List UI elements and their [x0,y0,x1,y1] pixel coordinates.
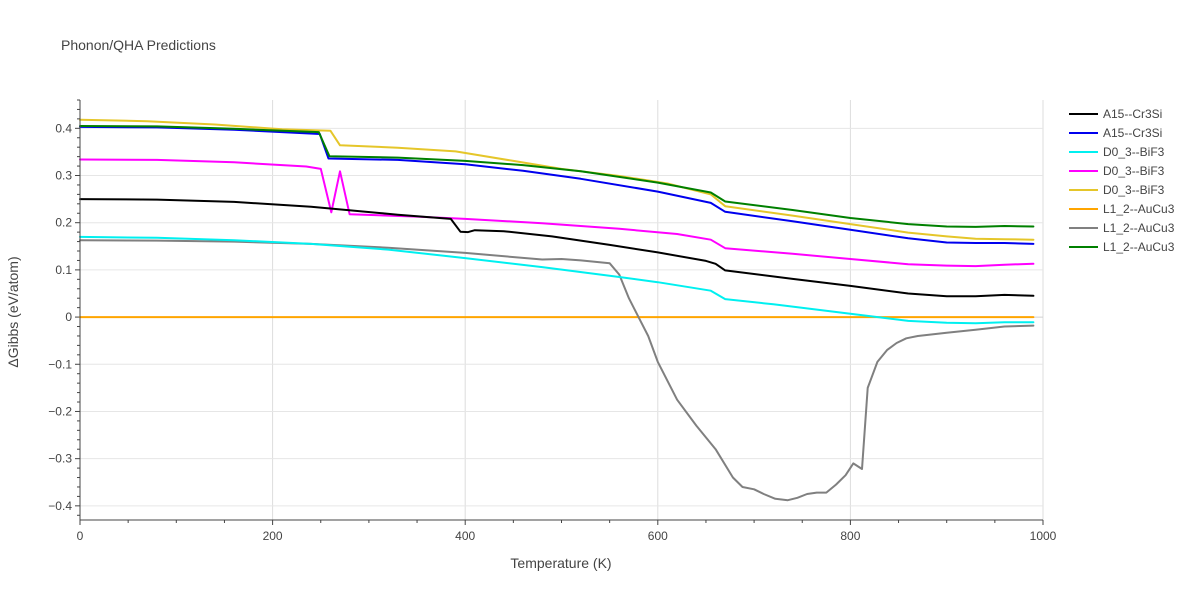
y-tick-label: −0.4 [48,499,72,513]
legend-label: L1_2--AuCu3 [1103,240,1175,254]
legend-item[interactable]: L1_2--AuCu3 [1069,240,1175,254]
series-line-6 [79,239,1035,502]
series-line-2 [79,235,1035,325]
legend-item[interactable]: L1_2--AuCu3 [1069,221,1175,235]
x-axis-label: Temperature (K) [510,555,611,571]
legend-label: A15--Cr3Si [1103,126,1162,140]
y-tick-label: 0.2 [55,216,72,230]
legend-label: D0_3--BiF3 [1103,183,1165,197]
y-axis-label: ΔGibbs (eV/atom) [5,256,21,367]
y-tick-label: −0.1 [48,357,72,371]
x-tick-label: 400 [455,529,475,543]
series-line-3 [79,158,1035,268]
x-tick-label: 200 [263,529,283,543]
axes [79,100,1043,521]
legend-label: A15--Cr3Si [1103,107,1162,121]
legend-item[interactable]: A15--Cr3Si [1069,126,1162,140]
legend-label: D0_3--BiF3 [1103,164,1165,178]
y-tick-labels: −0.4 −0.3 −0.2 −0.1 0 0.1 0.2 0.3 0.4 [48,121,72,513]
y-tick-label: −0.2 [48,404,72,418]
x-tick-labels: 0 200 400 600 800 1000 [77,529,1057,543]
x-tick-label: 600 [648,529,668,543]
x-tick-label: 800 [840,529,860,543]
x-tick-label: 0 [77,529,84,543]
x-tick-label: 1000 [1030,529,1057,543]
series-line-7 [79,125,1035,228]
legend-label: D0_3--BiF3 [1103,145,1165,159]
series-line-0 [79,198,1035,298]
y-tick-label: 0.3 [55,169,72,183]
legend-item[interactable]: L1_2--AuCu3 [1069,202,1175,216]
y-tick-label: 0.1 [55,263,72,277]
legend-item[interactable]: A15--Cr3Si [1069,107,1162,121]
y-tick-label: −0.3 [48,452,72,466]
legend-label: L1_2--AuCu3 [1103,221,1175,235]
legend-item[interactable]: D0_3--BiF3 [1069,164,1165,178]
legend-item[interactable]: D0_3--BiF3 [1069,145,1165,159]
legend-item[interactable]: D0_3--BiF3 [1069,183,1165,197]
chart-title: Phonon/QHA Predictions [61,37,216,53]
series-lines [79,118,1035,502]
legend[interactable]: A15--Cr3Si A15--Cr3Si D0_3--BiF3 D0_3--BiF3… [1069,107,1175,254]
legend-label: L1_2--AuCu3 [1103,202,1175,216]
y-tick-label: 0.4 [55,121,72,135]
y-tick-label: 0 [65,310,72,324]
